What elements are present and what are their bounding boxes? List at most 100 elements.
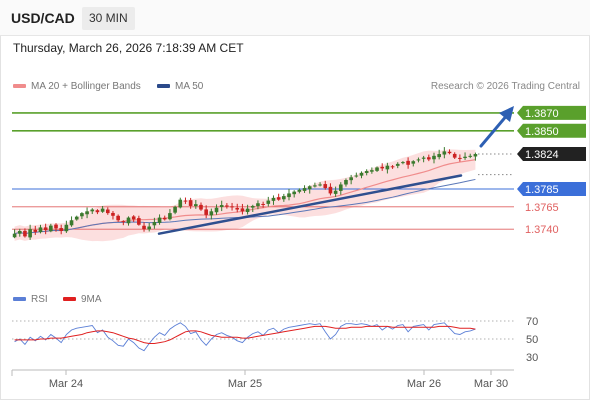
candle-body xyxy=(307,186,312,190)
candle-body xyxy=(323,184,328,189)
candle-body xyxy=(385,165,390,170)
candle-body xyxy=(100,208,105,212)
price-tag-text-1.3850: 1.3850 xyxy=(525,126,559,138)
candle-body xyxy=(38,227,43,233)
symbol-title: USD/CAD xyxy=(11,10,75,26)
candle-body xyxy=(458,157,462,159)
legend-9ma-swatch xyxy=(63,297,76,302)
price-tag-text-1.3824: 1.3824 xyxy=(525,149,559,161)
candle-body xyxy=(276,197,281,200)
candle-body xyxy=(90,209,95,212)
candle-body xyxy=(59,228,64,231)
candle-body xyxy=(188,200,193,206)
timestamp: Thursday, March 26, 2026 7:18:39 AM CET xyxy=(13,41,244,55)
candle-body xyxy=(183,200,188,202)
candle-body xyxy=(157,217,162,223)
legend-rsi-swatch xyxy=(13,297,26,302)
candle-body xyxy=(437,154,441,158)
legend-9ma: 9MA xyxy=(63,294,102,305)
candle-body xyxy=(204,209,208,215)
candle-body xyxy=(105,209,110,214)
candle-body xyxy=(364,171,369,174)
candle-body xyxy=(328,186,333,194)
candle-body xyxy=(390,166,395,168)
candle-body xyxy=(95,210,100,213)
candle-body xyxy=(256,203,260,207)
x-tick-label: Mar 24 xyxy=(49,378,83,390)
candle-body xyxy=(452,153,457,158)
candle-body xyxy=(168,213,172,220)
candle-body xyxy=(142,225,146,230)
rsi-tick-70: 70 xyxy=(526,316,538,328)
candle-body xyxy=(23,230,27,237)
rsi-panel: 70 50 30 xyxy=(12,316,538,364)
candle-body xyxy=(250,205,255,208)
target-arrow-shaft xyxy=(479,112,510,148)
candle-body xyxy=(395,163,400,166)
legend-ma20: MA 20 + Bollinger Bands xyxy=(13,81,141,92)
candle-body xyxy=(28,229,32,238)
candle-body xyxy=(411,161,416,164)
candle-body xyxy=(375,167,379,171)
candle-body xyxy=(432,155,436,160)
candle-body xyxy=(473,154,478,157)
bollinger-bands xyxy=(14,149,476,242)
candle-body xyxy=(137,218,141,225)
price-tag-text-1.3870: 1.3870 xyxy=(525,108,559,120)
candle-body xyxy=(214,207,219,213)
price-levels xyxy=(12,112,514,230)
candle-body xyxy=(349,177,353,181)
candle-body xyxy=(426,157,431,160)
candle-body xyxy=(380,166,385,169)
price-tag-1.3870 xyxy=(517,105,586,120)
candle-body xyxy=(12,233,17,238)
candle-body xyxy=(49,225,53,232)
x-tick-label: Mar 26 xyxy=(407,378,441,390)
rsi-tick-30: 30 xyxy=(526,352,538,364)
candle-body xyxy=(131,216,136,220)
candle-body xyxy=(116,215,120,221)
candle-body xyxy=(74,216,79,220)
legend-ma50-swatch xyxy=(157,84,170,89)
candle-body xyxy=(17,231,22,234)
candle-body xyxy=(297,189,302,192)
candle-body xyxy=(162,217,167,220)
legend-ma50: MA 50 xyxy=(157,81,203,92)
price-tag-1.3824 xyxy=(517,147,586,162)
legend-ma50-label: MA 50 xyxy=(175,81,204,92)
candle-body xyxy=(370,170,374,172)
candle-body xyxy=(173,206,177,213)
candle-body xyxy=(302,188,307,191)
candle-body xyxy=(442,151,447,155)
candle-body xyxy=(43,227,48,231)
candle-body xyxy=(199,204,203,210)
candle-body xyxy=(230,206,234,208)
candle-body xyxy=(64,224,69,232)
candle-body xyxy=(318,184,322,186)
timeframe-button[interactable]: 30 MIN xyxy=(82,7,135,30)
candle-body xyxy=(421,157,426,159)
legend-ma20-label: MA 20 + Bollinger Bands xyxy=(31,81,141,92)
candle-body xyxy=(468,155,473,157)
research-credit: Research © 2026 Trading Central xyxy=(430,81,580,92)
legend-ma20-swatch xyxy=(13,84,26,89)
legend-rsi: RSI xyxy=(13,294,48,305)
trend-annotations xyxy=(157,106,514,235)
candle-body xyxy=(80,213,84,217)
candle-body xyxy=(69,220,74,226)
candle-body xyxy=(359,172,364,176)
price-label-1.3765: 1.3765 xyxy=(525,202,559,214)
x-axis: Mar 24 Mar 25 Mar 26 Mar 30 xyxy=(11,369,514,390)
candle-body xyxy=(240,208,245,212)
candle-body xyxy=(416,159,421,161)
x-tick-label: Mar 30 xyxy=(474,378,508,390)
candle-body xyxy=(344,180,348,185)
candle-body xyxy=(54,224,58,229)
candle-body xyxy=(225,205,229,207)
candle-body xyxy=(282,196,286,200)
candle-body xyxy=(266,200,271,204)
candle-body xyxy=(406,160,410,165)
candle-body xyxy=(219,205,224,208)
price-label-1.3740: 1.3740 xyxy=(525,224,559,236)
